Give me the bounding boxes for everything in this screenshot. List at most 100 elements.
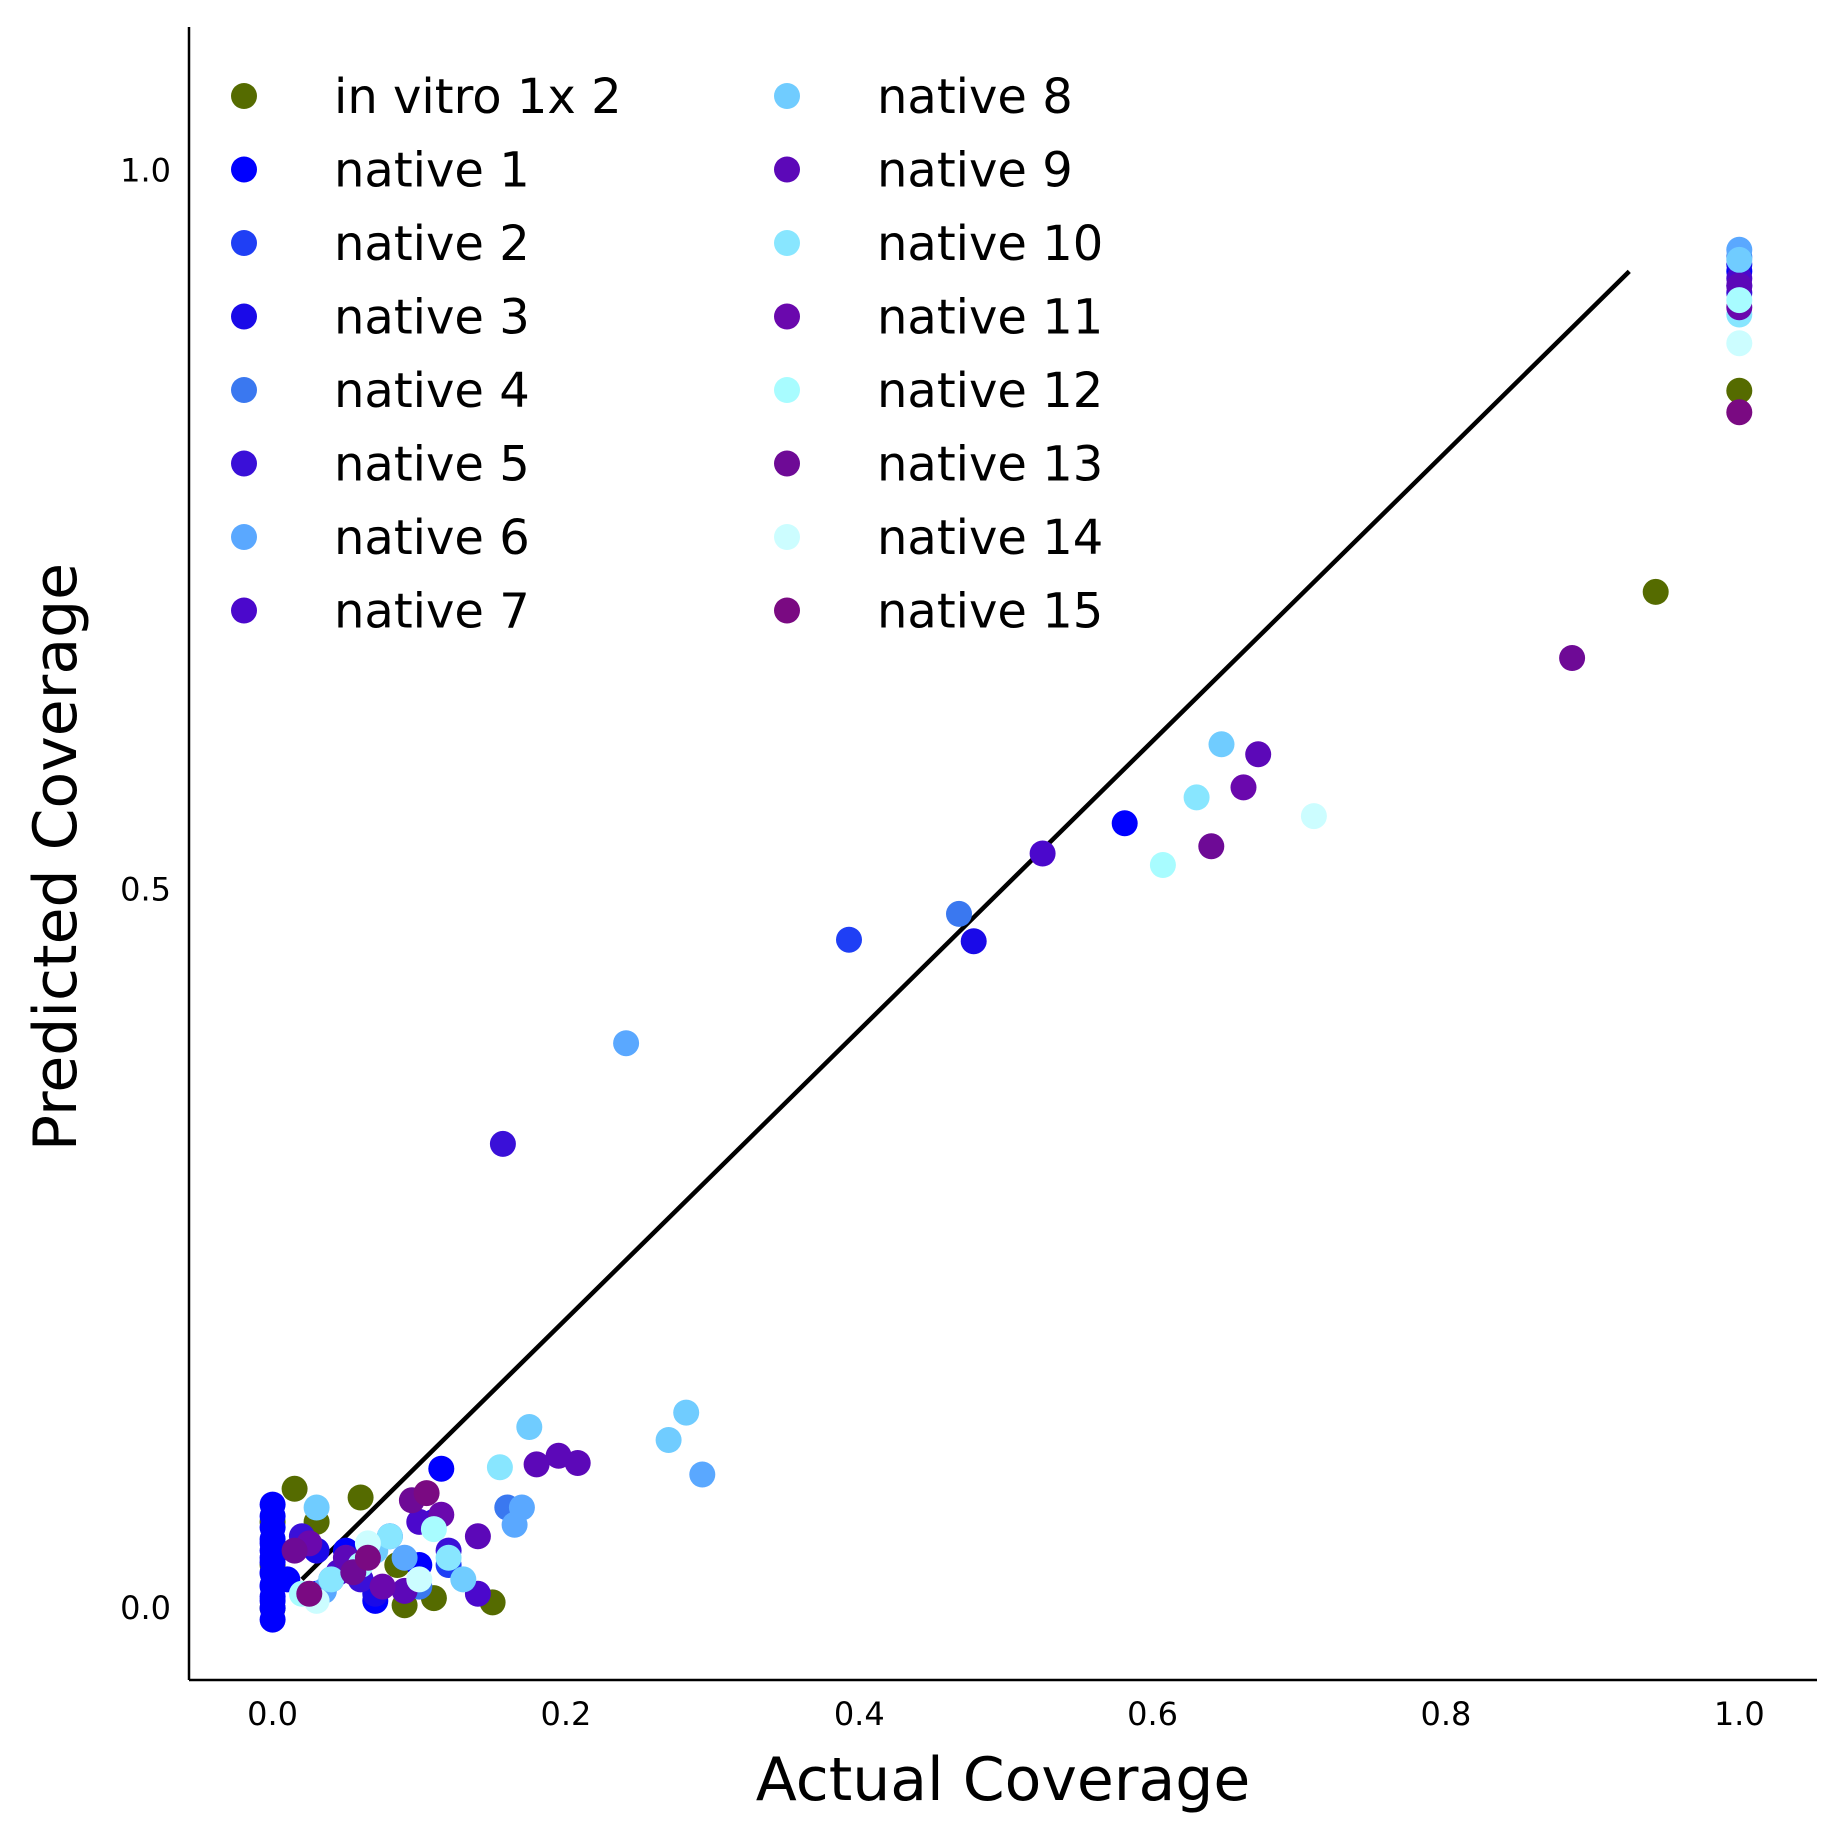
legend-marker: [774, 83, 800, 109]
data-point: [523, 1451, 550, 1478]
data-point: [259, 1491, 286, 1518]
data-point: [673, 1399, 700, 1426]
legend-item: native 11: [774, 290, 1103, 346]
axes: [187, 27, 1817, 1682]
series-11: [318, 301, 1753, 1593]
data-point: [281, 1475, 308, 1502]
legend-label: native 10: [877, 216, 1103, 272]
y-tick-label: 1.0: [120, 152, 171, 190]
data-point: [486, 1454, 513, 1481]
data-point: [516, 1414, 543, 1440]
legend-label: native 3: [334, 290, 530, 346]
data-point: [435, 1544, 462, 1571]
legend-label: native 14: [877, 510, 1103, 566]
data-point: [1208, 731, 1235, 758]
y-axis-label: Predicted Coverage: [21, 563, 91, 1151]
legend-item: native 2: [231, 216, 530, 272]
x-tick-label: 0.2: [540, 1695, 591, 1733]
legend-label: native 8: [877, 69, 1073, 125]
legend-label: native 12: [877, 363, 1103, 419]
legend-marker: [774, 377, 800, 403]
legend-item: native 4: [231, 363, 530, 419]
data-point: [1300, 803, 1327, 830]
data-point: [946, 900, 972, 927]
legend-item: native 5: [231, 437, 530, 493]
data-point: [1245, 741, 1272, 768]
y-tick-label: 0.5: [120, 870, 171, 908]
data-point: [1726, 377, 1753, 404]
legend-marker: [774, 230, 800, 256]
legend-label: native 1: [334, 143, 530, 199]
legend-label: native 2: [334, 216, 530, 272]
data-point: [1726, 287, 1753, 314]
legend-marker: [774, 524, 800, 550]
data-point: [428, 1455, 455, 1482]
data-point: [281, 1537, 308, 1564]
legend-item: native 12: [774, 363, 1103, 419]
data-point: [1111, 810, 1138, 837]
legend-item: native 7: [231, 584, 530, 640]
data-point: [655, 1427, 682, 1453]
data-point: [354, 1544, 381, 1571]
data-point: [1559, 645, 1586, 671]
series-9: [303, 246, 1753, 1593]
data-point: [960, 928, 987, 955]
legend-marker: [774, 156, 800, 183]
legend-label: native 6: [334, 510, 530, 566]
data-point: [508, 1494, 535, 1521]
legend-label: native 11: [877, 290, 1103, 346]
data-point: [369, 1573, 396, 1600]
legend-label: native 5: [334, 437, 530, 493]
legend-marker: [231, 597, 257, 624]
series-8: [325, 265, 1753, 1607]
data-point: [836, 926, 862, 953]
data-point: [1183, 784, 1210, 811]
legend-item: native 3: [231, 290, 530, 346]
reference-line-layer: [300, 269, 1631, 1581]
y-tick-label: 0.0: [120, 1589, 171, 1627]
data-point: [450, 1566, 477, 1593]
data-point: [318, 1566, 345, 1593]
series-16: [296, 399, 1753, 1607]
legend-marker: [231, 377, 257, 403]
data-point: [1726, 399, 1753, 426]
data-point: [1198, 833, 1225, 860]
legend-marker: [231, 156, 257, 183]
data-point: [420, 1516, 447, 1543]
legend-marker: [231, 230, 257, 256]
tick-labels: 0.0 0.2 0.4 0.6 0.8 1.0 0.0 0.5 1.0: [120, 152, 1765, 1733]
legend-item: native 1: [231, 143, 530, 199]
data-point: [413, 1480, 440, 1507]
x-tick-label: 1.0: [1714, 1695, 1765, 1733]
legend-label: native 7: [334, 584, 530, 640]
data-point: [464, 1523, 491, 1550]
legend-item: native 13: [774, 437, 1103, 493]
legend-item: native 10: [774, 216, 1103, 272]
data-point: [406, 1566, 433, 1593]
legend-label: native 9: [877, 143, 1073, 199]
x-tick-label: 0.8: [1420, 1695, 1471, 1733]
data-point: [1726, 246, 1753, 273]
data-point: [1149, 852, 1176, 878]
data-point: [689, 1461, 716, 1488]
legend-marker: [774, 597, 800, 624]
legend-item: native 9: [774, 143, 1073, 199]
legend-marker: [231, 524, 257, 550]
legend-item: native 14: [774, 510, 1103, 566]
legend-item: in vitro 1x 2: [231, 69, 622, 125]
data-point: [347, 1484, 374, 1511]
x-tick-label: 0.0: [247, 1695, 298, 1733]
legend-marker: [231, 450, 257, 477]
legend-label: native 4: [334, 363, 530, 419]
data-point: [613, 1030, 640, 1057]
data-point: [303, 1494, 330, 1521]
data-point: [489, 1130, 516, 1157]
legend-item: native 8: [774, 69, 1073, 125]
legend-label: native 13: [877, 437, 1103, 493]
x-axis-label: Actual Coverage: [756, 1745, 1251, 1815]
legend-label: in vitro 1x 2: [334, 69, 622, 125]
reference-line: [300, 269, 1631, 1581]
x-tick-label: 0.4: [834, 1695, 885, 1733]
data-point: [564, 1450, 591, 1476]
